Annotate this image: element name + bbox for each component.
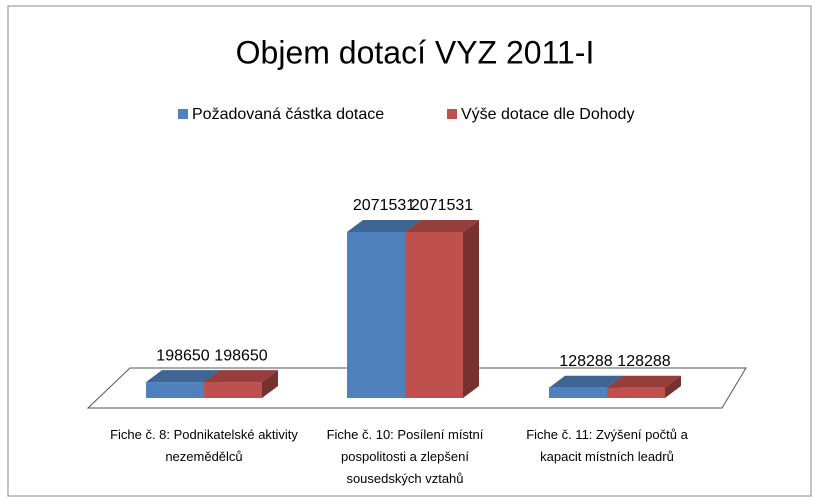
- data-label: 2071531: [411, 197, 473, 214]
- data-label: 198650: [156, 347, 209, 364]
- bar: [607, 387, 665, 398]
- legend-swatch: [447, 109, 457, 119]
- bar: [204, 382, 262, 398]
- bar: [549, 387, 607, 398]
- bar-side: [262, 370, 278, 398]
- bar: [146, 382, 204, 398]
- bar: [405, 232, 463, 398]
- legend-label: Výše dotace dle Dohody: [461, 106, 634, 123]
- chart-title: Objem dotací VYZ 2011-I: [236, 34, 595, 70]
- bar-top: [549, 375, 623, 388]
- data-label: 128288: [559, 353, 612, 370]
- bar-side: [463, 220, 479, 398]
- bar: [347, 232, 405, 398]
- bar-top: [146, 370, 220, 383]
- data-label: 198650: [214, 347, 267, 364]
- x-tick-label: Fiche č. 8: Podnikatelské aktivity nezem…: [110, 427, 298, 464]
- data-label: 2071531: [353, 197, 415, 214]
- legend-label: Požadovaná částka dotace: [192, 106, 384, 123]
- data-label: 128288: [617, 353, 670, 370]
- bar-top: [405, 220, 479, 232]
- bar-top: [347, 220, 421, 232]
- legend-swatch: [178, 109, 188, 119]
- x-tick-label: Fiche č. 11: Zvýšení počtů a kapacit mís…: [526, 427, 688, 464]
- bar-top: [204, 370, 278, 383]
- bar-top: [607, 375, 681, 388]
- x-tick-label: Fiche č. 10: Posílení místní pospolitost…: [326, 427, 484, 486]
- bar-side: [665, 375, 681, 398]
